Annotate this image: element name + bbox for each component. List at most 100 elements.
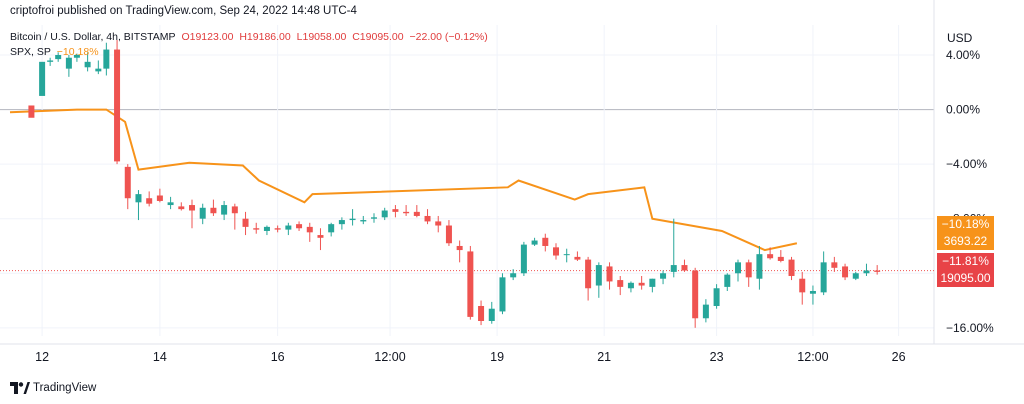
candle-down[interactable]	[156, 195, 163, 201]
candle-up[interactable]	[47, 60, 54, 62]
candle-up[interactable]	[735, 262, 741, 274]
tradingview-brand-text: TradingView	[33, 382, 97, 394]
candle-down[interactable]	[767, 254, 774, 259]
candle-up[interactable]	[199, 207, 206, 219]
candle-up[interactable]	[338, 220, 345, 225]
candle-up[interactable]	[263, 226, 270, 231]
candle-up[interactable]	[520, 244, 527, 274]
candle-down[interactable]	[306, 226, 313, 233]
candle-up[interactable]	[221, 205, 228, 215]
candle-down[interactable]	[638, 282, 645, 286]
candle-up[interactable]	[670, 265, 677, 272]
candle-down[interactable]	[210, 207, 217, 214]
main-series-title: Bitcoin / U.S. Dollar, 4h, BITSTAMP	[10, 31, 176, 43]
candle-up[interactable]	[809, 290, 816, 294]
candle-up[interactable]	[39, 61, 46, 96]
candle-up[interactable]	[167, 202, 174, 206]
candle-up[interactable]	[713, 288, 720, 306]
candle-down[interactable]	[445, 225, 452, 244]
candle-up[interactable]	[627, 282, 634, 289]
candle-up[interactable]	[660, 273, 667, 279]
spx-compare-line[interactable]	[9, 108, 798, 252]
candle-up[interactable]	[499, 277, 506, 312]
candle-down[interactable]	[692, 270, 699, 319]
candle-down[interactable]	[317, 235, 324, 238]
x-tick-label: 16	[271, 350, 285, 364]
candle-down[interactable]	[553, 247, 559, 256]
candle-down[interactable]	[745, 262, 752, 278]
candle-up[interactable]	[328, 224, 335, 233]
y-tick-label: 4.00%	[946, 48, 980, 62]
candle-down[interactable]	[777, 256, 784, 261]
candle-down[interactable]	[413, 211, 420, 216]
candle-up[interactable]	[852, 273, 859, 279]
candle-down[interactable]	[124, 166, 131, 199]
candle-down[interactable]	[606, 266, 613, 282]
compare-series-legend[interactable]: SPX, SP −10.18%	[10, 46, 102, 58]
candle-down[interactable]	[403, 211, 410, 214]
candle-up[interactable]	[595, 265, 602, 286]
price-scale-currency[interactable]: USD	[947, 31, 973, 45]
candle-up[interactable]	[649, 278, 656, 287]
candle-down[interactable]	[296, 224, 303, 229]
candle-down[interactable]	[874, 270, 881, 272]
candle-up[interactable]	[488, 308, 495, 321]
main-series-legend[interactable]: Bitcoin / U.S. Dollar, 4h, BITSTAMP O191…	[10, 31, 491, 43]
candle-down[interactable]	[146, 198, 153, 204]
candle-up[interactable]	[702, 304, 709, 319]
tradingview-footer[interactable]: TradingView	[10, 382, 96, 394]
candle-up[interactable]	[103, 49, 110, 69]
candle-down[interactable]	[114, 49, 121, 162]
y-tick-label: −4.00%	[946, 157, 987, 171]
spx-price-tag: 3693.22	[937, 233, 994, 250]
candle-down[interactable]	[478, 305, 485, 321]
candle-down[interactable]	[274, 228, 281, 230]
candle-down[interactable]	[435, 221, 442, 226]
candle-up[interactable]	[135, 194, 142, 203]
x-tick-label: 26	[892, 350, 906, 364]
candle-up[interactable]	[531, 240, 538, 245]
candle-up[interactable]	[563, 254, 570, 256]
candle-down[interactable]	[424, 215, 431, 222]
candle-down[interactable]	[28, 105, 35, 118]
candle-down[interactable]	[467, 251, 474, 317]
candle-down[interactable]	[242, 218, 249, 227]
candle-up[interactable]	[820, 262, 827, 293]
candle-up[interactable]	[381, 210, 388, 218]
candle-up[interactable]	[73, 55, 80, 58]
candle-up[interactable]	[95, 68, 102, 72]
candle-down[interactable]	[831, 262, 838, 268]
x-tick-label: 12:00	[374, 350, 405, 364]
candle-up[interactable]	[285, 225, 292, 230]
candle-down[interactable]	[617, 280, 624, 287]
x-tick-label: 12	[35, 350, 49, 364]
candle-down[interactable]	[189, 205, 195, 211]
candle-up[interactable]	[371, 217, 377, 219]
candle-up[interactable]	[863, 270, 870, 274]
candle-down[interactable]	[231, 206, 238, 214]
candle-up[interactable]	[84, 61, 91, 68]
candle-down[interactable]	[456, 245, 463, 251]
candle-down[interactable]	[542, 237, 549, 246]
candle-down[interactable]	[178, 206, 185, 210]
candle-down[interactable]	[788, 259, 795, 276]
publisher-caption: criptofroi published on TradingView.com,…	[10, 5, 357, 17]
x-tick-label: 19	[490, 350, 504, 364]
candle-down[interactable]	[799, 278, 806, 293]
candle-up[interactable]	[349, 218, 356, 221]
btc-pct-tag: −11.81%	[937, 253, 994, 270]
candle-up[interactable]	[55, 55, 62, 60]
candle-up[interactable]	[510, 273, 517, 278]
candle-up[interactable]	[756, 254, 763, 279]
candle-up[interactable]	[360, 220, 367, 222]
candle-down[interactable]	[842, 266, 849, 278]
candle-down[interactable]	[253, 228, 260, 230]
candle-down[interactable]	[681, 265, 688, 271]
candle-down[interactable]	[585, 259, 592, 289]
candle-up[interactable]	[65, 57, 72, 69]
spx-pct-tag: −10.18%	[937, 216, 994, 233]
candle-down[interactable]	[574, 256, 581, 260]
candle-up[interactable]	[724, 274, 731, 287]
candle-down[interactable]	[392, 209, 399, 212]
